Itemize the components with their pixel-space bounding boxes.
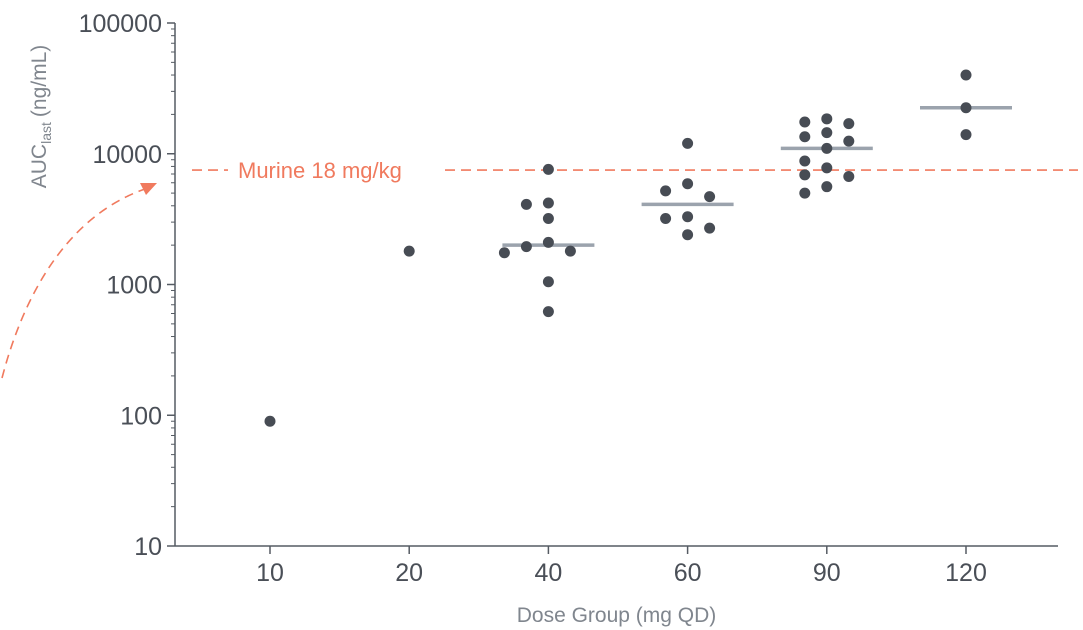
data-points	[264, 69, 972, 427]
data-point	[821, 127, 833, 139]
reference-arrow	[1, 183, 157, 379]
x-tick-label: 20	[395, 559, 423, 587]
y-tick-label: 100	[120, 402, 162, 430]
data-point	[843, 135, 855, 147]
data-point	[960, 129, 972, 141]
data-point	[799, 187, 811, 199]
data-point	[821, 142, 833, 154]
x-axis-title: Dose Group (mg QD)	[517, 604, 717, 627]
data-point	[542, 212, 554, 224]
data-point	[542, 236, 554, 248]
data-point	[821, 113, 833, 125]
reference-arrow-path	[1, 188, 146, 379]
y-tick-label: 10	[134, 533, 162, 561]
data-point	[498, 247, 510, 259]
x-tick-label: 60	[674, 559, 702, 587]
data-point	[799, 116, 811, 128]
data-point	[843, 118, 855, 130]
data-point	[520, 241, 532, 253]
data-point	[704, 222, 716, 234]
data-point	[660, 185, 672, 197]
data-point	[542, 306, 554, 318]
y-axis-title: AUClast (ng/mL)	[28, 45, 54, 189]
x-tick-label: 10	[256, 559, 284, 587]
x-tick-label: 90	[813, 559, 841, 587]
y-tick-label: 10000	[92, 141, 162, 169]
data-point	[682, 211, 694, 223]
data-point	[542, 163, 554, 175]
data-point	[704, 191, 716, 203]
data-point	[520, 198, 532, 210]
data-point	[542, 276, 554, 288]
data-point	[960, 102, 972, 114]
x-axis-ticks: 10 20 40 60 90 120	[256, 546, 987, 587]
data-point	[799, 169, 811, 181]
data-point	[682, 178, 694, 190]
data-point	[682, 137, 694, 149]
data-point	[799, 155, 811, 167]
y-axis-title-unit: (ng/mL)	[28, 45, 51, 117]
reference-line-group: Murine 18 mg/kg	[192, 158, 1078, 183]
data-point	[403, 245, 415, 257]
y-axis-title-subscript: last	[38, 122, 54, 144]
data-point	[542, 197, 554, 209]
data-point	[799, 131, 811, 143]
data-point	[682, 229, 694, 241]
reference-line-label: Murine 18 mg/kg	[238, 158, 402, 183]
data-point	[843, 170, 855, 182]
y-axis-ticks: 10 100 1000 10000 100000	[79, 10, 175, 561]
data-point	[821, 181, 833, 193]
x-tick-label: 40	[534, 559, 562, 587]
axes	[174, 23, 1058, 547]
data-point	[960, 69, 972, 81]
x-tick-label: 120	[945, 559, 987, 587]
y-tick-label: 100000	[79, 10, 162, 38]
data-point	[564, 245, 576, 257]
data-point	[821, 162, 833, 174]
y-tick-label: 1000	[106, 272, 162, 300]
data-point	[264, 415, 276, 427]
data-point	[660, 212, 672, 224]
y-axis-title-main: AUC	[28, 144, 51, 188]
median-lines	[502, 105, 1012, 247]
reference-arrow-head	[140, 183, 157, 195]
